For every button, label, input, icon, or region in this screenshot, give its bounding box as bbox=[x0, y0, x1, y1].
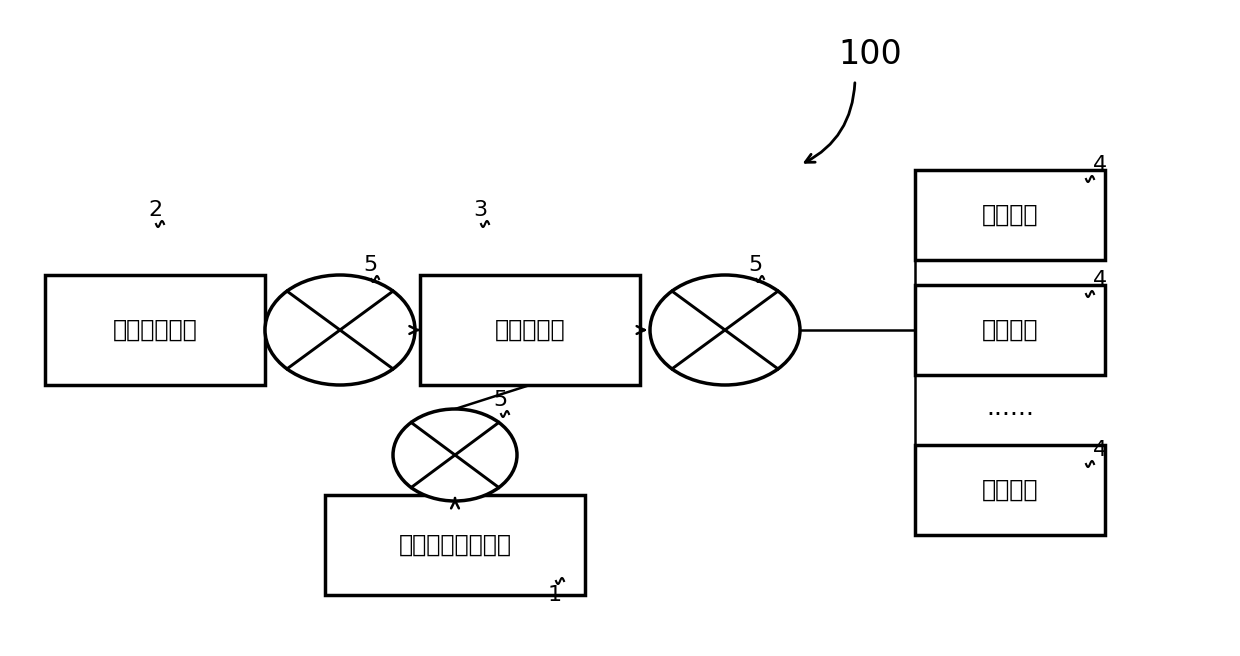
Text: 5: 5 bbox=[492, 390, 507, 410]
Text: 4: 4 bbox=[1092, 440, 1107, 460]
Bar bbox=[325, 495, 585, 595]
Bar bbox=[915, 285, 1105, 375]
Text: 样本采集存储装置: 样本采集存储装置 bbox=[398, 533, 511, 557]
Text: 1: 1 bbox=[548, 585, 562, 605]
Text: 4: 4 bbox=[1092, 155, 1107, 175]
Text: 5: 5 bbox=[748, 255, 763, 275]
Text: 用户终端: 用户终端 bbox=[982, 478, 1038, 502]
Bar bbox=[915, 445, 1105, 535]
Ellipse shape bbox=[393, 409, 517, 501]
Text: 用户终端: 用户终端 bbox=[982, 203, 1038, 227]
Text: 5: 5 bbox=[363, 255, 377, 275]
Bar bbox=[420, 275, 640, 385]
Text: 用户终端: 用户终端 bbox=[982, 318, 1038, 342]
Text: 2: 2 bbox=[148, 200, 162, 220]
Text: 100: 100 bbox=[838, 39, 901, 72]
Text: 平台服务器: 平台服务器 bbox=[495, 318, 565, 342]
Text: 3: 3 bbox=[472, 200, 487, 220]
Text: ......: ...... bbox=[986, 396, 1034, 420]
Text: 样本化验装置: 样本化验装置 bbox=[113, 318, 197, 342]
Ellipse shape bbox=[265, 275, 415, 385]
Ellipse shape bbox=[650, 275, 800, 385]
Text: 4: 4 bbox=[1092, 270, 1107, 290]
Bar bbox=[915, 170, 1105, 260]
Bar bbox=[45, 275, 265, 385]
